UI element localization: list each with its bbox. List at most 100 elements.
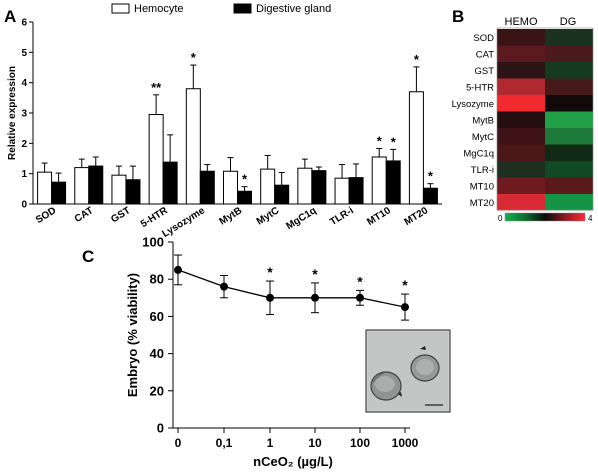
bar-digestive-gland-mgc1q [311, 170, 327, 205]
colorbar-min-label: 0 [498, 214, 503, 223]
heatmap-column-dg: DG [560, 16, 577, 28]
legend-swatch-digestive-gland [233, 3, 252, 14]
significance-marker-digestive-gland-mt10: * [391, 134, 397, 149]
significance-marker-hemocyte-lysozyme: * [191, 50, 197, 65]
heatmap-cell-mt10-hemo [497, 177, 545, 194]
bar-hemocyte-5-htr [148, 114, 164, 205]
x-tick-label-cat: CAT [73, 205, 96, 225]
panel-label-b: B [452, 7, 464, 26]
heatmap-cell-mgc1q-hemo [497, 144, 545, 161]
x-tick-label-gst: GST [109, 205, 132, 225]
x-tick-label-mt10: MT10 [365, 205, 393, 228]
heatmap-cell-mgc1q-dg [545, 144, 593, 161]
bar-hemocyte-mt20 [408, 91, 424, 205]
significance-marker-10: * [312, 266, 318, 282]
bar-digestive-gland-mytc [274, 184, 290, 205]
heatmap-row-label-cat: CAT [476, 49, 494, 60]
y-axis-title: Relative expression [7, 66, 18, 160]
heatmap-row-label-mytc: MytC [472, 132, 494, 143]
arrowhead-marker [420, 346, 426, 350]
heatmap-cell-mt10-dg [545, 177, 593, 194]
y-axis-title: Embryo (% viability) [125, 273, 140, 397]
heatmap-cell-mytc-hemo [497, 128, 545, 145]
x-tick-label-0-1: 0,1 [216, 436, 233, 450]
heatmap-cell-mytb-dg [545, 111, 593, 128]
bar-digestive-gland-sod [51, 181, 67, 205]
data-point-0-1 [220, 282, 228, 291]
bar-digestive-gland-mt10 [385, 160, 401, 205]
x-tick-label-mytb: MytB [218, 205, 245, 227]
significance-marker-1: * [267, 264, 273, 280]
bar-hemocyte-tlr-i [334, 177, 350, 205]
legend-label-hemocyte: Hemocyte [134, 3, 184, 15]
y-tick-label: 4 [21, 78, 27, 89]
bar-hemocyte-gst [111, 174, 127, 205]
bar-hemocyte-mytb [223, 170, 238, 205]
heatmap-cell-5-htr-hemo [497, 78, 545, 95]
heatmap-cell-sod-dg [545, 29, 593, 46]
heatmap-cell-lysozyme-dg [545, 95, 593, 112]
x-tick-label-mgc1q: MgC1q [284, 205, 318, 232]
heatmap-cell-gst-dg [545, 62, 593, 79]
x-tick-label-mt20: MT20 [402, 205, 430, 228]
data-point-1 [266, 293, 274, 302]
colorbar-max-label: 4 [588, 214, 593, 223]
significance-marker-hemocyte-5-htr: ** [151, 80, 162, 95]
heatmap-row-label-5-htr: 5-HTR [466, 82, 494, 93]
embryo-shape-left [370, 371, 402, 401]
y-tick-label: 0 [157, 421, 164, 436]
x-tick-label-0: 0 [175, 436, 182, 450]
y-tick-label: 20 [150, 383, 164, 398]
y-tick-label: 40 [150, 346, 164, 361]
bar-hemocyte-mytc [260, 168, 276, 205]
y-tick-label: 6 [21, 18, 27, 29]
heatmap-row-label-mt20: MT20 [470, 198, 494, 209]
panel-label-a: A [4, 7, 16, 26]
heatmap-cell-mt20-hemo [497, 194, 545, 211]
colorbar [504, 212, 586, 222]
bar-digestive-gland-mytb [237, 190, 252, 205]
significance-marker-100: * [357, 273, 363, 289]
heatmap-row-label-mt10: MT10 [470, 181, 494, 192]
x-tick-label-10: 10 [308, 436, 322, 450]
heatmap-cell-sod-hemo [497, 29, 545, 46]
heatmap-cell-tlr-i-dg [545, 161, 593, 178]
embryo-shape-right [410, 354, 440, 382]
y-tick-label: 5 [21, 48, 27, 59]
x-tick-label-mytc: MytC [255, 205, 282, 227]
bar-digestive-gland-gst [125, 179, 141, 205]
viability-line [177, 269, 406, 308]
arrowhead-marker [398, 392, 402, 397]
heatmap-cell-cat-hemo [497, 45, 545, 62]
bar-chart-panel: Relative expression Hemocyte Digestive g… [7, 3, 442, 240]
heatmap-cell-cat-dg [545, 45, 593, 62]
heatmap-panel: HEMO DG SOD CAT GST 5-HTR Lysozyme MytB MytC Mg… [452, 16, 594, 223]
heatmap-cell-mt20-dg [545, 194, 593, 211]
y-tick-label: 80 [150, 272, 164, 287]
legend-label-digestive-gland: Digestive gland [256, 3, 331, 15]
heatmap-frame [496, 27, 594, 211]
bar-digestive-gland-cat [88, 165, 104, 205]
x-tick-label-100: 100 [350, 436, 370, 450]
y-tick-label: 100 [142, 235, 164, 250]
heatmap-row-label-sod: SOD [473, 33, 494, 44]
legend-swatch-hemocyte [111, 3, 130, 14]
data-point-0 [174, 265, 182, 274]
heatmap-row-label-gst: GST [474, 66, 494, 77]
heatmap-cell-mytb-hemo [497, 111, 545, 128]
y-tick-label: 2 [21, 139, 27, 150]
bar-digestive-gland-mt20 [422, 187, 438, 205]
bar-hemocyte-mt10 [371, 156, 387, 205]
significance-marker-hemocyte-mt20: * [414, 52, 420, 67]
panel-label-c: C [82, 247, 94, 266]
x-tick-label-sod: SOD [34, 205, 58, 226]
x-tick-label-1: 1 [267, 436, 274, 450]
y-tick-label: 60 [150, 309, 164, 324]
bar-digestive-gland-tlr-i [348, 177, 364, 205]
y-tick-label: 0 [21, 200, 27, 211]
significance-marker-hemocyte-mt10: * [377, 133, 383, 148]
data-point-100 [356, 293, 364, 302]
heatmap-cell-5-htr-dg [545, 78, 593, 95]
bar-digestive-gland-lysozyme [199, 170, 215, 205]
